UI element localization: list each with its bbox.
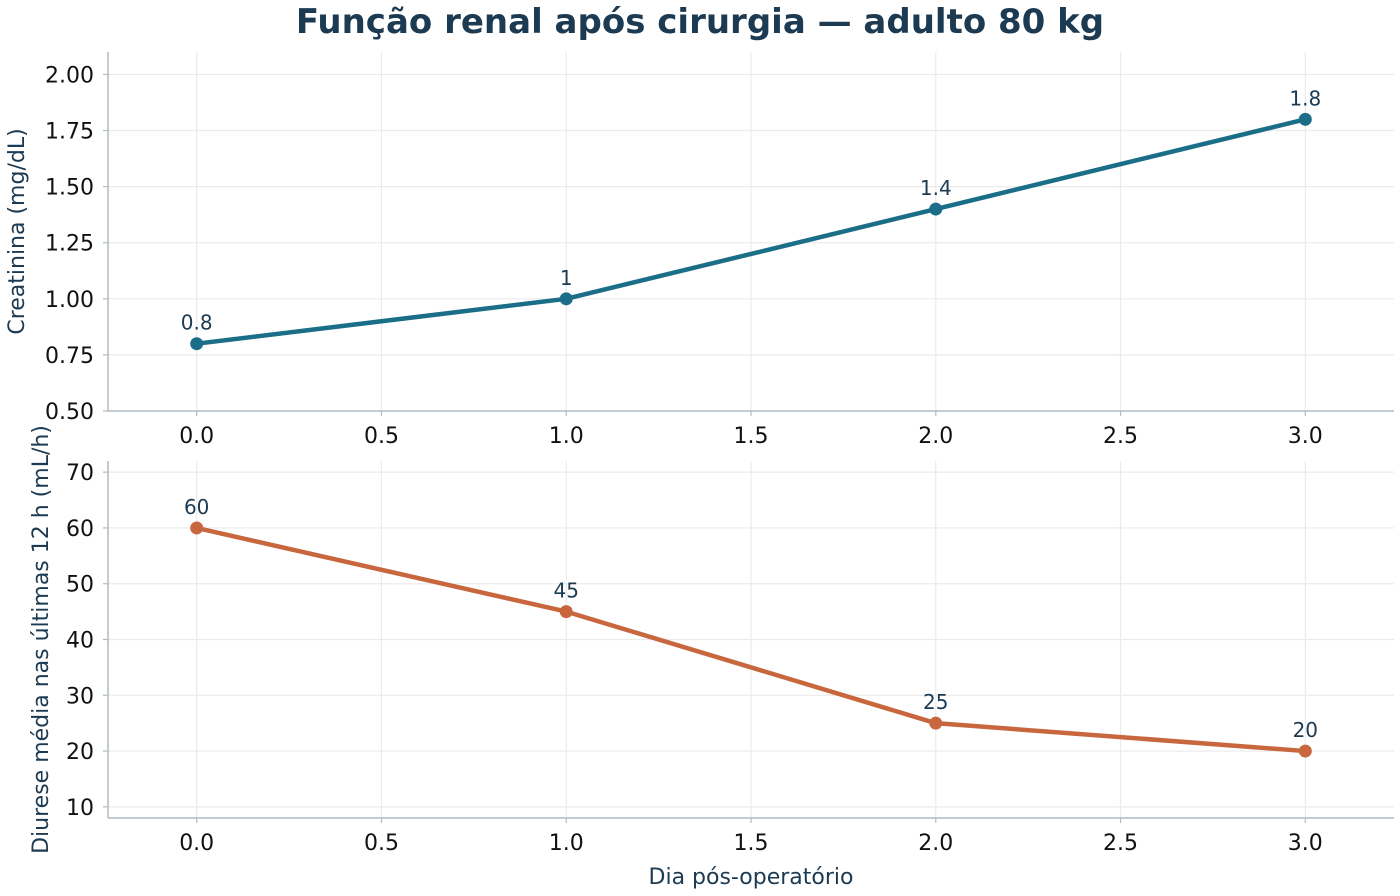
- urine-output-data-label: 60: [184, 495, 209, 519]
- urine-output-y-tick-label: 30: [66, 684, 94, 709]
- creatinine-y-tick-label: 0.75: [45, 344, 94, 369]
- urine-output-data-label: 25: [923, 690, 948, 714]
- urine-output-panel: 0.0 0.5 1.0 1.5 2.0 2.5 3.0 10 20 30 40 50 60 70 Diure…: [29, 425, 1394, 890]
- creatinine-panel: 0.0 0.5 1.0 1.5 2.0 2.5 3.0 0.50 0.75 1.00 1.25 1.5…: [5, 52, 1394, 449]
- urine-output-y-tick-label: 70: [66, 461, 94, 486]
- urine-output-y-tick-label: 10: [66, 796, 94, 821]
- urine-output-x-tick-label: 2.0: [918, 831, 953, 856]
- creatinine-y-tick-label: 0.50: [45, 400, 94, 425]
- urine-output-y-tick-label: 40: [66, 629, 94, 654]
- creatinine-x-tick-label: 0.5: [364, 424, 399, 449]
- creatinine-y-tick-label: 1.75: [45, 120, 94, 145]
- creatinine-y-tick-label: 2.00: [45, 63, 94, 88]
- creatinine-x-tick-label: 2.5: [1103, 424, 1138, 449]
- urine-output-data-point: [1298, 744, 1312, 758]
- creatinine-x-tick-label: 2.0: [918, 424, 953, 449]
- urine-output-data-label: 20: [1293, 718, 1318, 742]
- urine-output-x-tick-label: 2.5: [1103, 831, 1138, 856]
- urine-output-y-tick-label: 60: [66, 517, 94, 542]
- creatinine-series-line: [194, 117, 1308, 346]
- urine-output-data-point: [559, 605, 573, 619]
- urine-output-data-point: [929, 716, 943, 730]
- creatinine-x-tick-label: 3.0: [1288, 424, 1323, 449]
- urine-output-series-line: [194, 525, 1308, 754]
- urine-output-x-tick-label: 0.5: [364, 831, 399, 856]
- creatinine-data-point: [929, 202, 943, 216]
- creatinine-x-tick-label: 1.0: [549, 424, 584, 449]
- creatinine-data-label: 0.8: [181, 311, 213, 335]
- creatinine-x-tick-label: 1.5: [734, 424, 769, 449]
- chart-title: Função renal após cirurgia — adulto 80 k…: [295, 2, 1105, 42]
- creatinine-y-tick-label: 1.00: [45, 288, 94, 313]
- creatinine-y-tick-label: 1.25: [45, 232, 94, 257]
- urine-output-data-label: 45: [554, 579, 579, 603]
- urine-output-y-tick-label: 20: [66, 740, 94, 765]
- urine-output-y-tick-label: 50: [66, 573, 94, 598]
- urine-output-x-tick-label: 1.0: [549, 831, 584, 856]
- creatinine-data-point: [559, 292, 573, 306]
- urine-output-x-tick-label: 1.5: [734, 831, 769, 856]
- creatinine-data-point: [190, 337, 204, 351]
- urine-output-y-axis-label: Diurese média nas últimas 12 h (mL/h): [29, 425, 54, 854]
- creatinine-x-tick-label: 0.0: [179, 424, 214, 449]
- urine-output-x-tick-label: 0.0: [179, 831, 214, 856]
- urine-output-x-tick-label: 3.0: [1288, 831, 1323, 856]
- creatinine-data-label: 1: [560, 266, 573, 290]
- creatinine-y-tick-label: 1.50: [45, 176, 94, 201]
- creatinine-data-label: 1.8: [1289, 86, 1321, 110]
- urine-output-data-point: [190, 521, 204, 535]
- creatinine-data-point: [1298, 112, 1312, 126]
- urine-output-x-axis-label: Dia pós-operatório: [649, 865, 854, 890]
- creatinine-data-label: 1.4: [920, 176, 952, 200]
- creatinine-y-axis-label: Creatinina (mg/dL): [5, 128, 30, 334]
